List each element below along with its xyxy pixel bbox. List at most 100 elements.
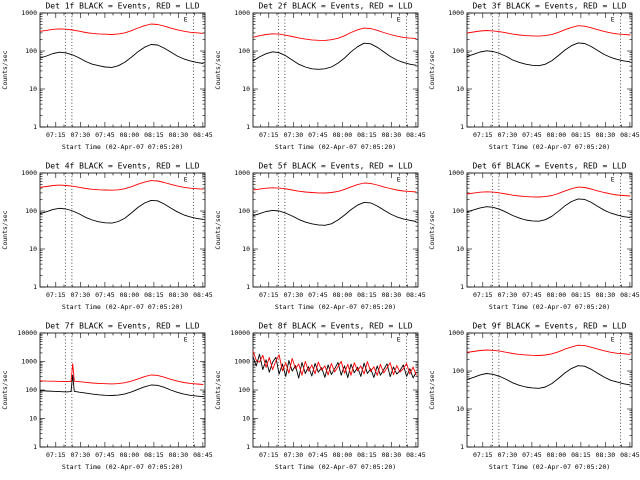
y-axis-label: Counts/sec	[1, 370, 9, 409]
y-tick-label: 10	[243, 415, 251, 423]
x-tick-label: 08:15	[144, 291, 164, 299]
x-tick-label: 07:15	[259, 131, 279, 139]
chart-panel-det-6f: 1 10 100 1000 07:15 07:30 07:45 08:00 08:15 08:30…	[427, 160, 640, 320]
x-tick-label: 07:15	[46, 451, 66, 459]
lld-line	[39, 23, 204, 35]
y-tick-label: 100	[239, 207, 251, 215]
x-tick-label: 08:15	[357, 131, 377, 139]
x-axis-label: Start Time (02-Apr-07 07:05:20)	[275, 463, 396, 471]
chart-panel-det-3f: 1 10 100 1000 07:15 07:30 07:45 08:00 08:15 08:30…	[427, 0, 640, 160]
event-label: E	[397, 176, 401, 184]
x-tick-label: 07:45	[95, 131, 115, 139]
lld-line	[252, 351, 418, 376]
events-line	[252, 353, 418, 379]
x-tick-label: 08:45	[620, 451, 640, 459]
y-tick-label: 1000	[235, 358, 251, 366]
panel-title: Det 7f BLACK = Events, RED = LLD	[45, 322, 199, 331]
x-tick-label: 08:00	[333, 451, 353, 459]
y-axis-label: Counts/sec	[214, 370, 222, 409]
chart-panel-det-9f: 1 10 100 1000 07:15 07:30 07:45 08:00 08:15 08:30…	[427, 320, 640, 480]
event-label: E	[184, 336, 188, 344]
x-tick-label: 08:15	[357, 291, 377, 299]
lld-line	[466, 344, 631, 356]
y-tick-label: 100	[239, 47, 251, 55]
x-tick-label: 08:30	[169, 451, 189, 459]
x-tick-label: 08:30	[595, 291, 615, 299]
y-tick-label: 1000	[21, 358, 37, 366]
x-axis-label: Start Time (02-Apr-07 07:05:20)	[488, 143, 609, 151]
x-tick-label: 07:30	[284, 131, 304, 139]
plot-frame	[39, 172, 206, 288]
y-tick-label: 100	[25, 47, 37, 55]
chart-svg: 1 10 100 1000 10000 07:15 07:30 07:45 08:00 08:15…	[1, 322, 213, 472]
x-tick-label: 08:30	[382, 291, 402, 299]
panel-title: Det 5f BLACK = Events, RED = LLD	[259, 162, 413, 171]
x-tick-label: 08:30	[169, 131, 189, 139]
x-tick-label: 08:45	[406, 131, 426, 139]
lld-line	[39, 363, 204, 385]
x-tick-label: 08:30	[382, 451, 402, 459]
x-tick-label: 07:30	[71, 291, 91, 299]
x-tick-label: 08:00	[120, 451, 140, 459]
y-tick-label: 1	[246, 283, 250, 291]
x-axis-label: Start Time (02-Apr-07 07:05:20)	[62, 303, 183, 311]
y-axis-label: Counts/sec	[214, 210, 222, 249]
x-tick-label: 07:45	[522, 451, 542, 459]
chart-svg: 1 10 100 1000 07:15 07:30 07:45 08:00 08:15 08:30…	[1, 162, 213, 312]
event-label: E	[184, 176, 188, 184]
x-axis-label: Start Time (02-Apr-07 07:05:20)	[488, 463, 609, 471]
y-tick-label: 10	[29, 245, 37, 253]
x-tick-label: 08:00	[546, 291, 566, 299]
event-label: E	[184, 16, 188, 24]
y-tick-label: 10	[243, 85, 251, 93]
x-tick-label: 07:30	[497, 131, 517, 139]
y-axis-label: Counts/sec	[428, 50, 436, 89]
y-tick-label: 1000	[21, 9, 37, 17]
chart-panel-det-4f: 1 10 100 1000 07:15 07:30 07:45 08:00 08:15 08:30…	[0, 160, 213, 320]
x-tick-label: 07:45	[522, 131, 542, 139]
chart-svg: 1 10 100 1000 07:15 07:30 07:45 08:00 08:15 08:30…	[428, 322, 640, 472]
x-tick-label: 07:30	[497, 291, 517, 299]
plot-frame	[466, 172, 633, 288]
x-tick-label: 07:45	[308, 291, 328, 299]
plot-frame	[39, 12, 206, 128]
x-axis-label: Start Time (02-Apr-07 07:05:20)	[275, 143, 396, 151]
chart-panel-det-8f: 1 10 100 1000 10000 07:15 07:30 07:45 08:00 08:15…	[213, 320, 426, 480]
x-tick-label: 07:15	[473, 451, 493, 459]
y-tick-label: 100	[239, 386, 251, 394]
y-tick-label: 1	[460, 443, 464, 451]
panel-title: Det 8f BLACK = Events, RED = LLD	[259, 322, 413, 331]
chart-svg: 1 10 100 1000 07:15 07:30 07:45 08:00 08:15 08:30…	[1, 2, 213, 152]
y-tick-label: 10	[456, 245, 464, 253]
x-axis-label: Start Time (02-Apr-07 07:05:20)	[275, 303, 396, 311]
events-line	[466, 365, 631, 389]
x-tick-label: 08:00	[120, 291, 140, 299]
events-line	[466, 198, 631, 222]
y-axis-label: Counts/sec	[214, 50, 222, 89]
chart-svg: 1 10 100 1000 07:15 07:30 07:45 08:00 08:15 08:30…	[214, 162, 426, 312]
plot-frame	[466, 12, 633, 128]
chart-panel-det-7f: 1 10 100 1000 10000 07:15 07:30 07:45 08:00 08:15…	[0, 320, 213, 480]
chart-panel-det-2f: 1 10 100 1000 07:15 07:30 07:45 08:00 08:15 08:30…	[213, 0, 426, 160]
x-tick-label: 07:15	[259, 291, 279, 299]
x-tick-label: 08:45	[620, 291, 640, 299]
event-label: E	[610, 176, 614, 184]
y-tick-label: 1	[33, 123, 37, 131]
x-tick-label: 08:30	[169, 291, 189, 299]
y-tick-label: 1000	[448, 329, 464, 337]
x-tick-label: 08:30	[595, 131, 615, 139]
x-tick-label: 08:00	[333, 291, 353, 299]
x-tick-label: 08:45	[193, 451, 213, 459]
x-tick-label: 07:30	[71, 451, 91, 459]
events-line	[466, 42, 631, 67]
x-tick-label: 07:15	[259, 451, 279, 459]
y-tick-label: 1	[33, 283, 37, 291]
events-line	[253, 42, 417, 70]
x-tick-label: 08:45	[406, 291, 426, 299]
plot-frame	[39, 332, 206, 448]
event-label: E	[397, 336, 401, 344]
lld-line	[39, 180, 204, 191]
lld-line	[253, 27, 417, 41]
chart-panel-det-5f: 1 10 100 1000 07:15 07:30 07:45 08:00 08:15 08:30…	[213, 160, 426, 320]
